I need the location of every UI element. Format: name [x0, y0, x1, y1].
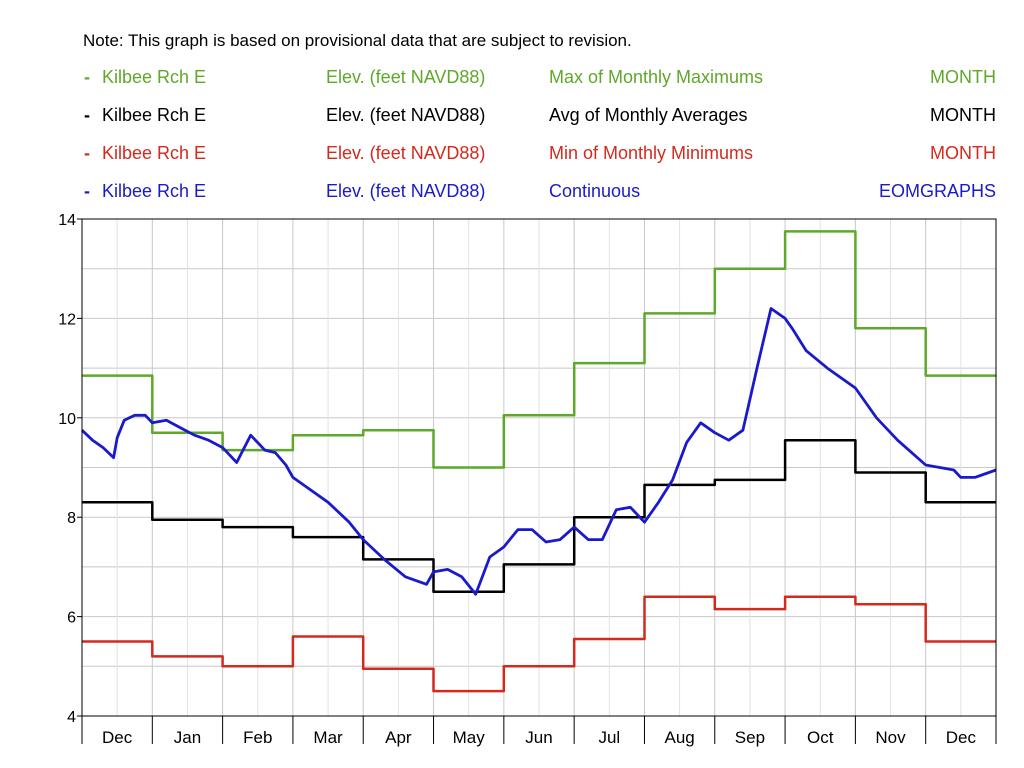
x-tick-label: Nov — [875, 728, 906, 747]
legend-row: - Kilbee Rch E Elev. (feet NAVD88) Max of M… — [0, 67, 1024, 91]
legend-row: - Kilbee Rch E Elev. (feet NAVD88) Avg of M… — [0, 105, 1024, 129]
legend-dash: - — [84, 181, 90, 201]
legend-site: Kilbee Rch E — [102, 181, 207, 201]
x-tick-label: Feb — [243, 728, 272, 747]
plot-border — [81, 218, 997, 717]
legend-statistic: Avg of Monthly Averages — [549, 105, 748, 125]
legend-interval: MONTH — [930, 143, 996, 163]
legend-site: Kilbee Rch E — [102, 143, 207, 163]
series-line-avg-of-monthly-averages — [82, 438, 996, 594]
y-tick-label: 12 — [58, 311, 76, 328]
legend-site: Kilbee Rch E — [102, 105, 207, 125]
x-tick-label: Jan — [174, 728, 201, 747]
x-tick-label: May — [453, 728, 486, 747]
legend-interval: EOMGRAPHS — [878, 181, 996, 201]
x-tick-label: Jun — [525, 728, 552, 747]
series-line-max-of-monthly-maximums — [82, 230, 996, 469]
legend-row: - Kilbee Rch E Elev. (feet NAVD88) Continuo… — [0, 181, 1024, 205]
legend-site: Kilbee Rch E — [102, 67, 207, 87]
x-tick-label: Aug — [664, 728, 694, 747]
x-tick-label: Apr — [385, 728, 412, 747]
x-tick-label: Dec — [946, 728, 977, 747]
legend-parameter: Elev. (feet NAVD88) — [326, 105, 486, 125]
legend-interval: MONTH — [930, 67, 996, 87]
y-tick-label: 10 — [58, 411, 76, 428]
y-tick-label: 6 — [67, 610, 76, 627]
legend-parameter: Elev. (feet NAVD88) — [326, 143, 486, 163]
x-tick-label: Oct — [807, 728, 834, 747]
legend-dash: - — [84, 143, 90, 163]
legend-parameter: Elev. (feet NAVD88) — [326, 181, 486, 201]
legend-statistic: Max of Monthly Maximums — [549, 67, 764, 87]
series-line-continuous — [81, 307, 997, 596]
provisional-data-note: Note: This graph is based on provisional… — [83, 31, 632, 50]
y-tick-label: 4 — [67, 709, 76, 726]
y-tick-label: 14 — [58, 212, 76, 229]
x-tick-label: Sep — [735, 728, 765, 747]
legend-statistic: Continuous — [549, 181, 641, 201]
legend-statistic: Min of Monthly Minimums — [549, 143, 754, 163]
x-tick-label: Dec — [102, 728, 133, 747]
x-tick-label: Mar — [313, 728, 343, 747]
y-tick-label: 8 — [67, 510, 76, 527]
legend-row: - Kilbee Rch E Elev. (feet NAVD88) Min of M… — [0, 143, 1024, 167]
legend-parameter: Elev. (feet NAVD88) — [326, 67, 486, 87]
legend-interval: MONTH — [930, 105, 996, 125]
series-line-min-of-monthly-minimums — [82, 595, 996, 693]
legend-dash: - — [84, 67, 90, 87]
legend-dash: - — [84, 105, 90, 125]
x-tick-label: Jul — [598, 728, 620, 747]
